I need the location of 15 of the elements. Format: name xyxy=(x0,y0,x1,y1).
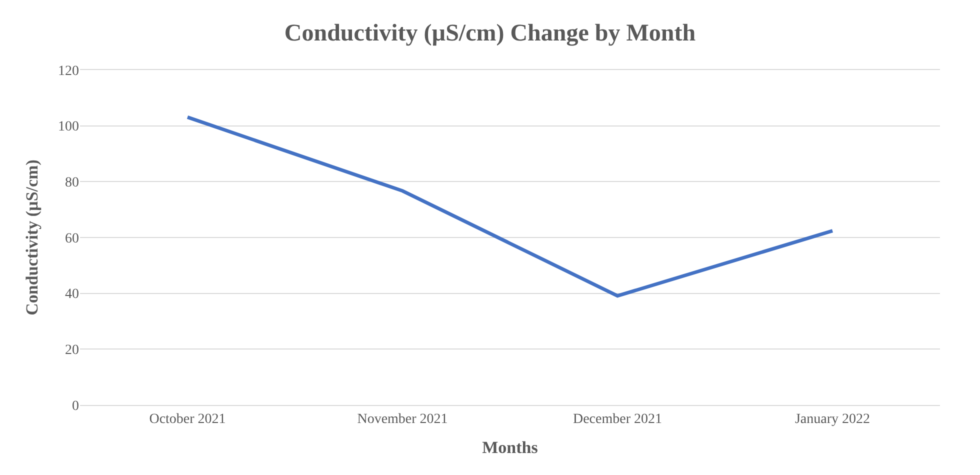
x-tick-label: October 2021 xyxy=(149,412,226,427)
y-tick-label: 0 xyxy=(72,398,79,414)
y-tick-label: 60 xyxy=(65,231,79,246)
y-tick-label: 80 xyxy=(65,176,79,191)
chart-title: Conductivity (µS/cm) Change by Month xyxy=(284,20,696,47)
y-tick-label: 100 xyxy=(58,120,79,135)
x-tick-label: January 2022 xyxy=(794,412,870,427)
y-tick-label: 20 xyxy=(65,343,79,358)
y-tick-label: 120 xyxy=(58,64,79,79)
line-series xyxy=(186,115,834,298)
x-tick-label: November 2021 xyxy=(357,412,448,427)
y-tick-label: 40 xyxy=(65,287,79,302)
y-axis-title: Conductivity (µS/cm) xyxy=(22,160,42,316)
x-tick-label: December 2021 xyxy=(572,412,662,427)
x-axis-title: Months xyxy=(482,438,538,458)
